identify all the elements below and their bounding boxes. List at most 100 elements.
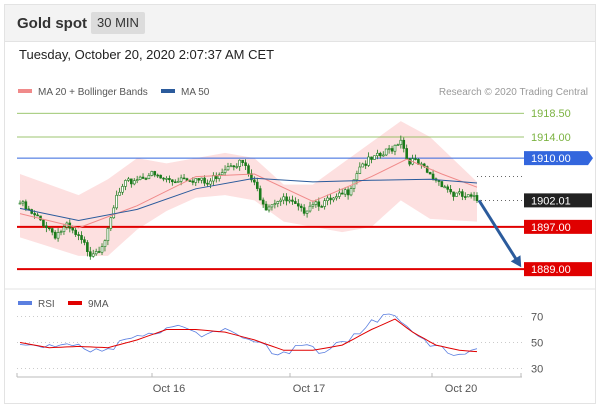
candle-body (294, 201, 297, 204)
candle-body (47, 227, 51, 230)
candle-body (361, 163, 365, 168)
candle-body (165, 178, 168, 180)
candle-body (24, 201, 28, 210)
candle-body (431, 173, 435, 180)
candle-body (182, 177, 186, 180)
candle-body (253, 179, 256, 183)
candle-body (45, 225, 48, 229)
candle-body (405, 148, 408, 159)
candle-body (305, 210, 309, 214)
ma50-line (19, 177, 478, 222)
bollinger-band (20, 121, 477, 256)
level-label: 1910.00 (531, 153, 571, 165)
timestamp: Tuesday, October 20, 2020 2:07:37 AM CET (19, 47, 275, 62)
candle-body (71, 227, 75, 231)
candle-body (446, 186, 450, 190)
x-tick-label: Oct 16 (153, 383, 185, 395)
candle-body (106, 228, 110, 242)
candle-body (428, 172, 432, 175)
candle-body (291, 199, 294, 202)
candle-body (276, 201, 280, 204)
candle-body (396, 144, 400, 147)
x-tick-label: Oct 20 (445, 383, 477, 395)
candle-body (241, 159, 244, 163)
candle-body (56, 232, 60, 239)
candle-body (18, 202, 22, 205)
candle-body (121, 186, 124, 193)
rsi-legend-swatch (18, 301, 32, 305)
candle-body (173, 181, 177, 184)
candle-body (273, 203, 277, 206)
candle-body (138, 176, 142, 180)
candle-body (100, 246, 104, 253)
candle-body (346, 189, 350, 196)
candle-body (223, 169, 227, 173)
candle-body (364, 163, 367, 166)
candle-body (379, 152, 382, 157)
candle-body (472, 195, 476, 197)
candle-body (91, 253, 95, 257)
candle-body (358, 166, 362, 174)
candle-body (62, 226, 66, 232)
candle-body (288, 199, 291, 202)
candle-body (399, 139, 403, 146)
candle-body (141, 176, 145, 179)
candle-body (463, 196, 467, 198)
candle-body (367, 156, 370, 166)
candle-body (285, 196, 288, 202)
candle-body (329, 197, 332, 201)
candle-body (36, 214, 39, 217)
candle-body (440, 181, 444, 188)
chart-header: Gold spot 30 MIN (5, 5, 595, 42)
candle-body (220, 172, 224, 176)
current-price-tag (524, 193, 592, 208)
candle-body (461, 191, 464, 197)
candle-body (159, 174, 162, 179)
candle-body (455, 192, 458, 197)
rsi-legend-label: 9MA (88, 299, 109, 310)
candle-body (176, 181, 180, 183)
candle-body (475, 195, 479, 201)
candle-body (267, 206, 271, 211)
level-label: 1889.00 (531, 264, 571, 276)
candle-body (115, 194, 118, 209)
candle-body (132, 180, 136, 185)
candle-body (332, 197, 335, 201)
candle-body (349, 188, 353, 196)
candle-body (452, 191, 455, 197)
candle-body (320, 206, 324, 208)
candle-body (299, 205, 303, 208)
candle-body (103, 240, 107, 248)
candle-body (302, 207, 306, 214)
candle-body (338, 192, 341, 197)
candle-body (59, 231, 63, 233)
candle-body (297, 203, 300, 207)
timeframe-badge[interactable]: 30 MIN (91, 12, 145, 34)
forecast-arrow (477, 199, 520, 263)
candle-body (206, 182, 209, 185)
candle-body (203, 177, 206, 184)
candle-body (86, 242, 89, 252)
legend-swatch (161, 89, 175, 93)
pivot-tag (524, 151, 593, 166)
candle-body (217, 174, 221, 179)
rsi-tick-label: 70 (531, 312, 543, 324)
candle-body (425, 166, 429, 173)
candle-body (270, 204, 274, 208)
candle-body (376, 152, 379, 157)
candle-body (112, 207, 116, 219)
credit-text: Research © 2020 Trading Central (439, 87, 588, 98)
candle-body (381, 154, 385, 157)
candle-body (53, 231, 57, 239)
candle-body (282, 196, 285, 201)
candle-body (264, 203, 268, 211)
candle-body (171, 179, 174, 183)
candle-body (162, 177, 165, 180)
candle-body (130, 178, 133, 185)
candle-body (150, 171, 154, 176)
candle-body (247, 165, 250, 174)
legend-label: MA 20 + Bollinger Bands (38, 87, 148, 98)
candle-body (387, 148, 391, 150)
support-tag (524, 262, 592, 277)
